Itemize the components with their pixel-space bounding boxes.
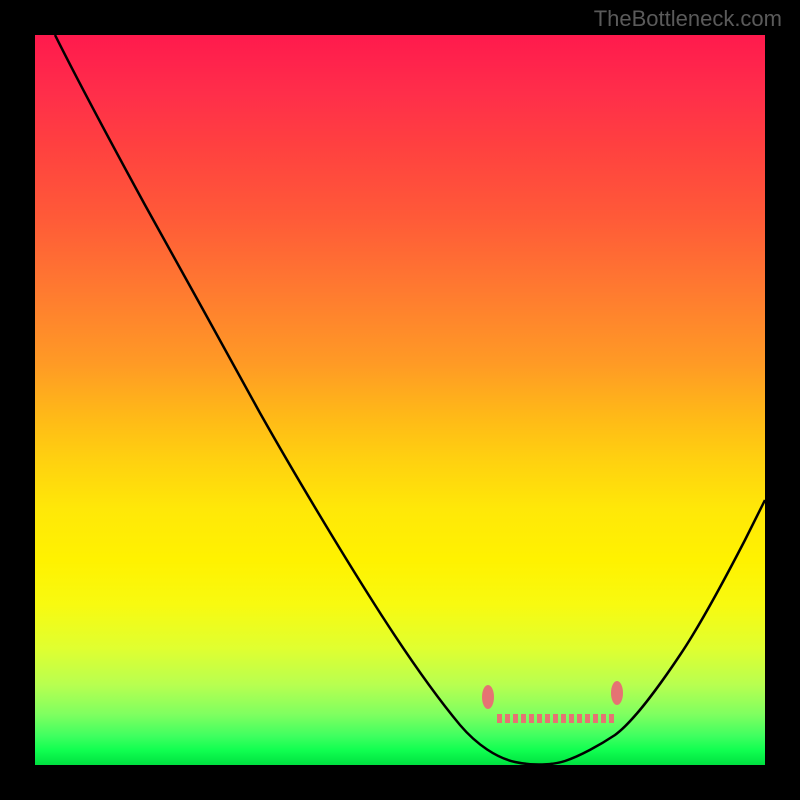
range-marker-right <box>611 681 623 705</box>
range-band <box>497 714 614 723</box>
bottleneck-curve <box>55 35 765 765</box>
chart-container: TheBottleneck.com <box>0 0 800 800</box>
plot-area <box>35 35 765 765</box>
range-marker-left <box>482 685 494 709</box>
watermark-text: TheBottleneck.com <box>594 6 782 32</box>
curve-layer <box>35 35 765 765</box>
